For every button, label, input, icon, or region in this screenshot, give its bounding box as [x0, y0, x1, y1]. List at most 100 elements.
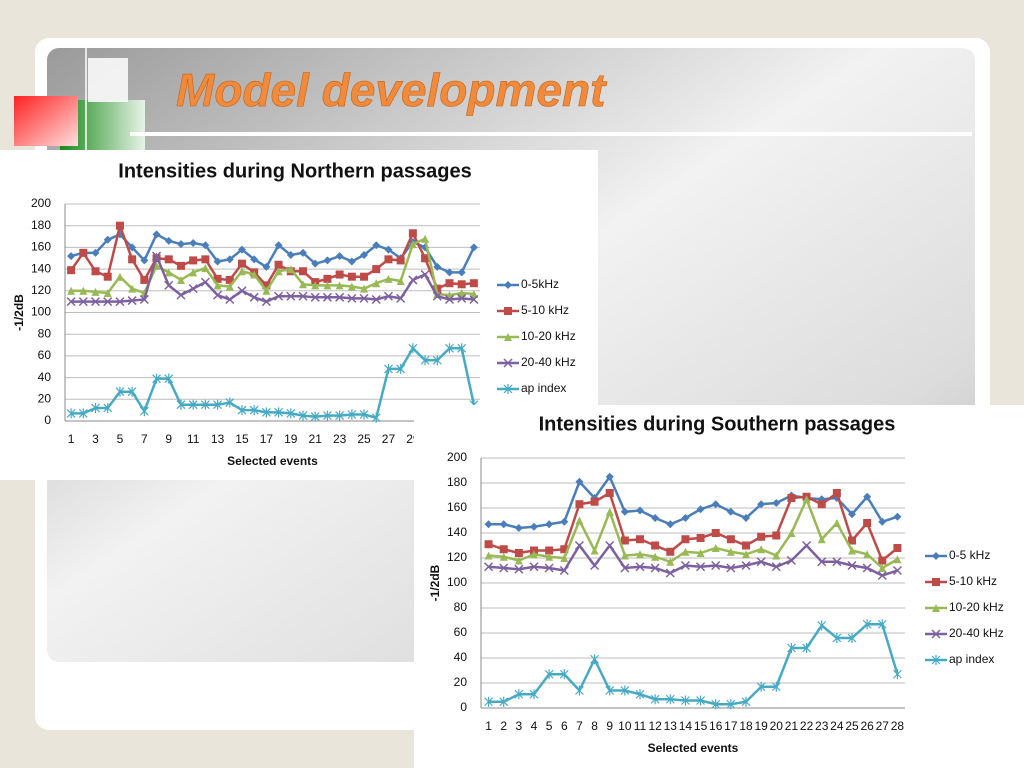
x-tick-label: 15	[694, 719, 708, 733]
marker	[347, 409, 357, 420]
marker	[575, 477, 584, 486]
marker	[726, 547, 735, 556]
y-tick-label: 180	[447, 475, 467, 489]
marker	[323, 274, 332, 283]
legend-label: 20-40 kHz	[949, 626, 1004, 640]
marker	[384, 245, 393, 254]
marker	[225, 282, 234, 291]
marker	[469, 279, 478, 288]
marker	[250, 255, 259, 264]
marker	[832, 633, 842, 643]
marker	[650, 563, 660, 573]
marker	[787, 494, 796, 502]
marker	[636, 506, 644, 515]
marker	[103, 235, 112, 244]
marker	[696, 505, 705, 514]
marker	[680, 560, 690, 571]
marker	[359, 409, 369, 420]
marker	[274, 260, 283, 269]
marker	[189, 256, 198, 265]
marker	[635, 689, 645, 700]
marker	[545, 546, 554, 555]
marker	[432, 291, 442, 301]
marker	[484, 696, 493, 707]
x-tick-label: 6	[561, 719, 568, 733]
marker	[188, 399, 198, 410]
marker	[347, 272, 356, 281]
marker	[544, 669, 554, 680]
marker	[651, 541, 660, 550]
marker	[152, 251, 162, 261]
marker	[299, 248, 308, 257]
marker	[711, 560, 721, 571]
marker	[832, 557, 842, 567]
legend-marker	[504, 307, 512, 315]
marker	[772, 531, 781, 540]
marker	[360, 250, 369, 259]
marker	[286, 291, 296, 301]
marker	[66, 408, 76, 419]
series-line	[488, 490, 899, 563]
marker	[484, 520, 493, 529]
marker	[176, 275, 185, 284]
legend-label: ap index	[949, 652, 994, 666]
marker	[726, 507, 735, 516]
marker	[892, 565, 902, 576]
marker	[726, 699, 736, 710]
marker	[213, 290, 223, 300]
x-tick-label: 9	[165, 432, 172, 446]
marker	[848, 536, 856, 545]
marker	[384, 274, 393, 283]
marker	[530, 550, 538, 559]
marker	[164, 255, 173, 264]
marker	[335, 292, 345, 302]
y-tick-label: 80	[38, 326, 52, 340]
marker	[575, 685, 584, 696]
marker	[650, 694, 660, 705]
marker	[237, 259, 246, 268]
x-tick-label: 12	[648, 719, 662, 733]
marker	[445, 268, 454, 277]
marker	[893, 544, 902, 552]
x-axis-title: Selected events	[227, 454, 318, 468]
marker	[237, 405, 247, 416]
marker	[201, 264, 210, 273]
x-tick-label: 27	[876, 719, 890, 733]
marker	[530, 522, 538, 531]
marker	[189, 239, 198, 248]
marker	[140, 256, 149, 265]
marker	[545, 520, 554, 529]
x-tick-label: 23	[815, 719, 829, 733]
marker	[590, 546, 599, 555]
marker	[469, 290, 478, 299]
x-tick-label: 11	[634, 719, 647, 733]
marker	[384, 255, 393, 264]
marker	[711, 529, 720, 537]
marker	[681, 547, 690, 556]
x-tick-label: 23	[333, 432, 347, 446]
marker	[605, 685, 615, 696]
x-tick-label: 27	[382, 432, 396, 446]
x-tick-label: 21	[309, 432, 323, 446]
series-line	[71, 346, 476, 420]
y-tick-label: 40	[454, 650, 468, 664]
marker	[756, 557, 766, 567]
legend-marker	[932, 578, 940, 586]
marker	[310, 411, 320, 422]
marker	[848, 546, 856, 555]
y-tick-label: 0	[460, 700, 467, 714]
marker	[372, 279, 381, 288]
marker	[444, 294, 455, 305]
y-tick-label: 60	[454, 625, 468, 639]
marker	[103, 288, 112, 297]
x-tick-label: 16	[709, 719, 723, 733]
marker	[863, 550, 872, 559]
marker	[848, 510, 856, 519]
y-tick-label: 200	[447, 450, 467, 464]
charts: Intensities during Northern passages0204…	[0, 150, 1024, 768]
chart-title: Intensities during Northern passages	[118, 160, 471, 182]
marker	[666, 520, 675, 529]
marker	[863, 519, 872, 527]
x-tick-label: 4	[531, 719, 538, 733]
marker	[359, 293, 369, 303]
